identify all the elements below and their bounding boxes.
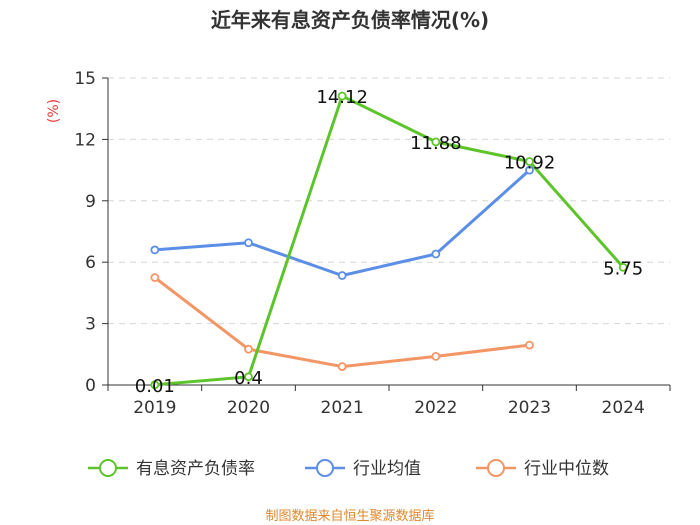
grid-lines	[108, 77, 670, 325]
legend-label: 行业均值	[353, 459, 421, 479]
series-layer	[150, 91, 628, 390]
x-tick-label: 2021	[321, 398, 364, 418]
y-axis-unit: (%)	[46, 99, 62, 123]
data-label: 0.4	[234, 368, 263, 389]
series-line	[154, 94, 625, 387]
data-label: 0.01	[135, 376, 175, 397]
series-point	[150, 380, 160, 390]
y-tick-label: 6	[85, 253, 96, 273]
series-point	[150, 273, 160, 282]
data-label: 10.92	[504, 153, 556, 174]
series-point	[337, 362, 347, 371]
data-label: 5.75	[603, 258, 643, 279]
data-label: 11.88	[410, 133, 462, 154]
series-point	[618, 262, 628, 272]
y-tick-label: 0	[85, 376, 96, 396]
axes: 0 3 6 9 12 15 2019 2020 2021 2022 2023 2024	[74, 69, 671, 418]
legend-marker	[487, 459, 505, 477]
series-point	[337, 271, 347, 280]
series-point	[525, 165, 534, 175]
x-tick-label: 2022	[414, 398, 457, 418]
legend-marker	[316, 459, 334, 477]
series-point	[431, 351, 441, 361]
series-point	[431, 249, 441, 259]
series-point	[244, 238, 253, 248]
series-point	[525, 157, 534, 166]
series-line	[153, 276, 530, 369]
legend-label: 行业中位数	[524, 459, 609, 479]
series-line	[154, 168, 531, 278]
series-point	[525, 340, 534, 350]
x-tick-label: 2019	[133, 398, 176, 418]
series-point	[244, 344, 253, 354]
y-tick-label: 15	[74, 69, 96, 89]
source-note: 制图数据来自恒生聚源数据库	[265, 508, 434, 524]
chart-title: 近年来有息资产负债率情况(%)	[211, 8, 489, 32]
y-tick-label: 3	[85, 315, 96, 335]
series-point	[431, 137, 441, 147]
x-tick-label: 2020	[227, 398, 270, 418]
series-point	[244, 372, 253, 382]
series-point	[337, 91, 347, 101]
series-point	[150, 245, 160, 255]
legend-marker	[99, 459, 117, 477]
y-tick-label: 12	[74, 130, 96, 150]
x-tick-label: 2024	[602, 398, 645, 418]
legend-label: 有息资产负债率	[136, 459, 255, 479]
x-tick-label: 2023	[508, 398, 551, 418]
data-label: 14.12	[316, 87, 368, 108]
data-labels: 0.01 0.4 14.12 11.88 10.92 5.75	[135, 87, 643, 397]
y-tick-label: 9	[85, 192, 96, 212]
legend: 有息资产负债率 行业均值 行业中位数	[88, 459, 609, 479]
